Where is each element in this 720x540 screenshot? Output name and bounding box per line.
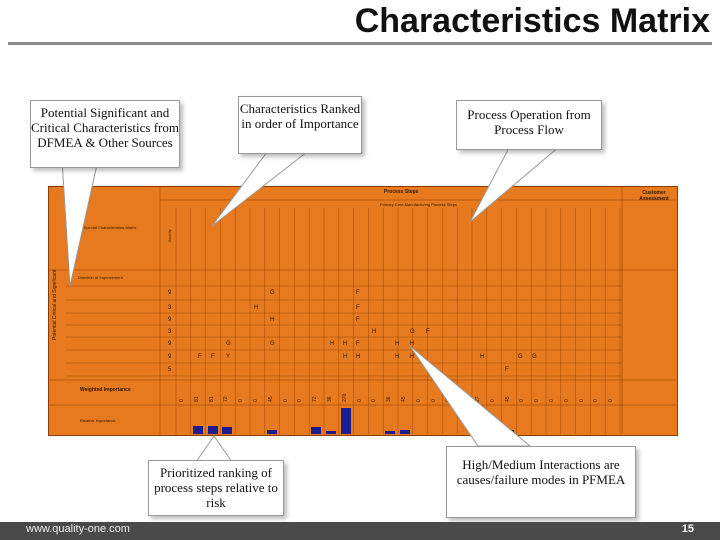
relative-importance-bar [311, 427, 322, 434]
callout-process-operation: Process Operation from Process Flow [456, 100, 602, 150]
special-char-label: Special Characteristics Matrix [83, 225, 137, 230]
interaction-cell: H [395, 354, 400, 360]
relative-importance-bar [385, 430, 396, 434]
interaction-cell: F [356, 305, 360, 311]
interaction-cell: G [270, 341, 275, 347]
severity-value: 9 [168, 341, 172, 347]
primary-steps-label: Primary Core Manufacturing Process Steps [380, 202, 457, 207]
interaction-cell: H [395, 341, 400, 347]
relative-importance-bar [207, 426, 218, 434]
callout-ranked-characteristics: Characteristics Ranked in order of Impor… [238, 96, 362, 154]
callout-process-operation-text: Process Operation from Process Flow [467, 107, 591, 137]
weighted-importance-label: Weighted Importance [80, 387, 131, 393]
interaction-cell: G [518, 354, 523, 360]
interaction-cell: F [356, 290, 360, 296]
interaction-cell: G [410, 329, 415, 335]
relative-importance-label: Relative Importance [80, 418, 116, 423]
process-steps-label: Process Steps [384, 189, 419, 195]
callout-interactions-text: High/Medium Interactions are causes/fail… [456, 457, 626, 487]
footer-url: www.quality-one.com [26, 523, 130, 535]
callout-prioritized-text: Prioritized ranking of process steps rel… [154, 465, 278, 510]
interaction-cell: F [356, 317, 360, 323]
severity-value: 5 [168, 367, 172, 373]
callout-prioritized-ranking: Prioritized ranking of process steps rel… [148, 460, 284, 516]
interaction-cell: H [270, 317, 275, 323]
severity-value: 9 [168, 290, 172, 296]
severity-value: 3 [168, 329, 172, 335]
interaction-cell: F [198, 354, 202, 360]
title-divider [8, 42, 712, 45]
relative-importance-bar [400, 429, 410, 434]
relative-importance-bar [222, 427, 233, 434]
callout-ranked-text: Characteristics Ranked in order of Impor… [239, 101, 361, 131]
direction-label: Direction of Improvement [78, 275, 123, 280]
severity-value: 9 [168, 317, 172, 323]
interaction-cell: G [532, 354, 537, 360]
severity-value: 3 [168, 305, 172, 311]
interaction-cell: H [343, 341, 348, 347]
interaction-cell: G [270, 290, 275, 296]
characteristics-matrix [48, 186, 678, 436]
interaction-cell: H [410, 354, 415, 360]
customer-assessment-label: Customer Assessment [639, 190, 669, 202]
interaction-cell: F [426, 329, 430, 335]
interaction-cell: H [356, 354, 361, 360]
interaction-cell: H [343, 354, 348, 360]
interaction-cell: H [372, 329, 377, 335]
interaction-cell: F [211, 354, 215, 360]
interaction-cell: H [480, 354, 485, 360]
page-number: 15 [681, 523, 694, 535]
relative-importance-bar [326, 430, 336, 434]
interaction-cell: Y [226, 354, 231, 360]
interaction-cell: F [505, 367, 509, 373]
interaction-cell: G [226, 341, 231, 347]
interaction-cell: H [330, 341, 335, 347]
callout-potential-text: Potential Significant and Critical Chara… [31, 105, 180, 150]
interaction-cell: H [410, 341, 415, 347]
relative-importance-bar [192, 426, 203, 434]
severity-value: 9 [168, 354, 172, 360]
footer-bar [0, 522, 720, 540]
relative-importance-bar [266, 429, 277, 434]
callout-potential-characteristics: Potential Significant and Critical Chara… [30, 100, 180, 168]
slide-title: Characteristics Matrix [354, 2, 710, 40]
interaction-cell: F [356, 341, 360, 347]
interaction-cell: H [254, 305, 259, 311]
callout-interactions: High/Medium Interactions are causes/fail… [446, 446, 636, 518]
relative-importance-bar [340, 408, 351, 434]
